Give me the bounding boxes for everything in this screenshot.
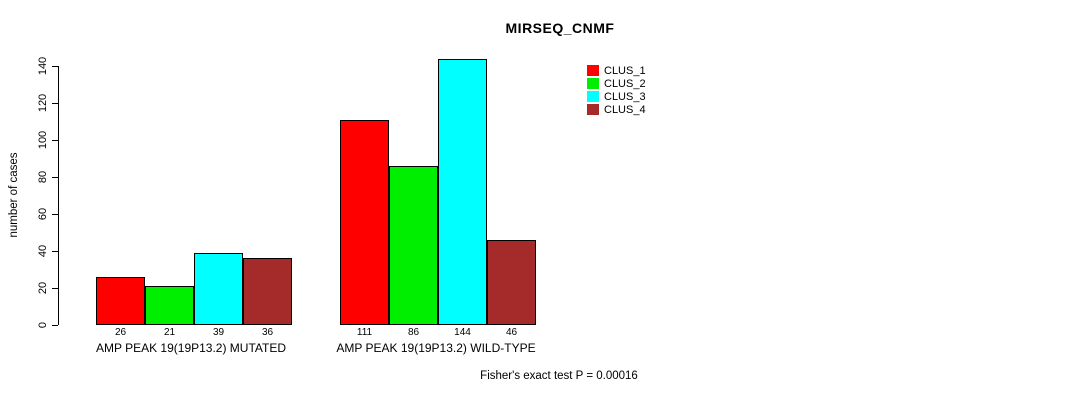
y-tick-label: 80 [37, 170, 49, 184]
y-tick-label: 120 [37, 93, 49, 113]
y-tick [52, 251, 58, 252]
legend-label: CLUS_2 [604, 77, 646, 90]
bar-value-label: 46 [505, 327, 518, 338]
bar-clus_4-group1 [243, 258, 292, 325]
bar-value-label: 144 [454, 327, 471, 338]
y-axis-label: number of cases [8, 152, 20, 238]
bar-clus_1-group2 [340, 120, 389, 325]
legend-label: CLUS_3 [604, 90, 646, 103]
legend-swatch-icon [587, 65, 599, 76]
legend-label: CLUS_1 [604, 64, 646, 77]
legend-item-clus_3: CLUS_3 [587, 90, 646, 103]
bar-value-label: 111 [356, 327, 373, 338]
bar-clus_4-group2 [487, 240, 536, 325]
bar-clus_3-group1 [194, 253, 243, 325]
y-tick [52, 325, 58, 326]
y-tick [52, 177, 58, 178]
group-label-wild-type: AMP PEAK 19(19P13.2) WILD-TYPE [336, 341, 536, 355]
bar-value-label: 21 [163, 327, 176, 338]
y-tick [52, 288, 58, 289]
legend-label: CLUS_4 [604, 103, 646, 116]
y-tick-label: 40 [37, 244, 49, 258]
legend: CLUS_1 CLUS_2 CLUS_3 CLUS_4 [587, 64, 646, 116]
bar-clus_2-group2 [389, 166, 438, 325]
group-label-mutated: AMP PEAK 19(19P13.2) MUTATED [95, 341, 287, 355]
y-tick-label: 60 [37, 207, 49, 221]
y-tick-label: 100 [37, 130, 49, 150]
legend-swatch-icon [587, 104, 599, 115]
y-tick-label: 20 [37, 281, 49, 295]
bar-value-label: 86 [407, 327, 420, 338]
bar-value-label: 39 [212, 327, 225, 338]
y-tick [52, 103, 58, 104]
bar-clus_1-group1 [96, 277, 145, 325]
chart-title: MIRSEQ_CNMF [505, 20, 615, 36]
legend-item-clus_4: CLUS_4 [587, 103, 646, 116]
legend-item-clus_2: CLUS_2 [587, 77, 646, 90]
bar-value-label: 36 [261, 327, 274, 338]
y-tick-label: 0 [37, 321, 49, 329]
y-tick [52, 140, 58, 141]
y-tick [52, 66, 58, 67]
y-axis-line [58, 66, 59, 325]
legend-item-clus_1: CLUS_1 [587, 64, 646, 77]
y-tick [52, 214, 58, 215]
bar-clus_3-group2 [438, 59, 487, 325]
legend-swatch-icon [587, 91, 599, 102]
bar-value-label: 26 [114, 327, 127, 338]
bar-clus_2-group1 [145, 286, 194, 325]
fisher-test-note: Fisher's exact test P = 0.00016 [480, 370, 638, 382]
y-tick-label: 140 [37, 56, 49, 76]
legend-swatch-icon [587, 78, 599, 89]
